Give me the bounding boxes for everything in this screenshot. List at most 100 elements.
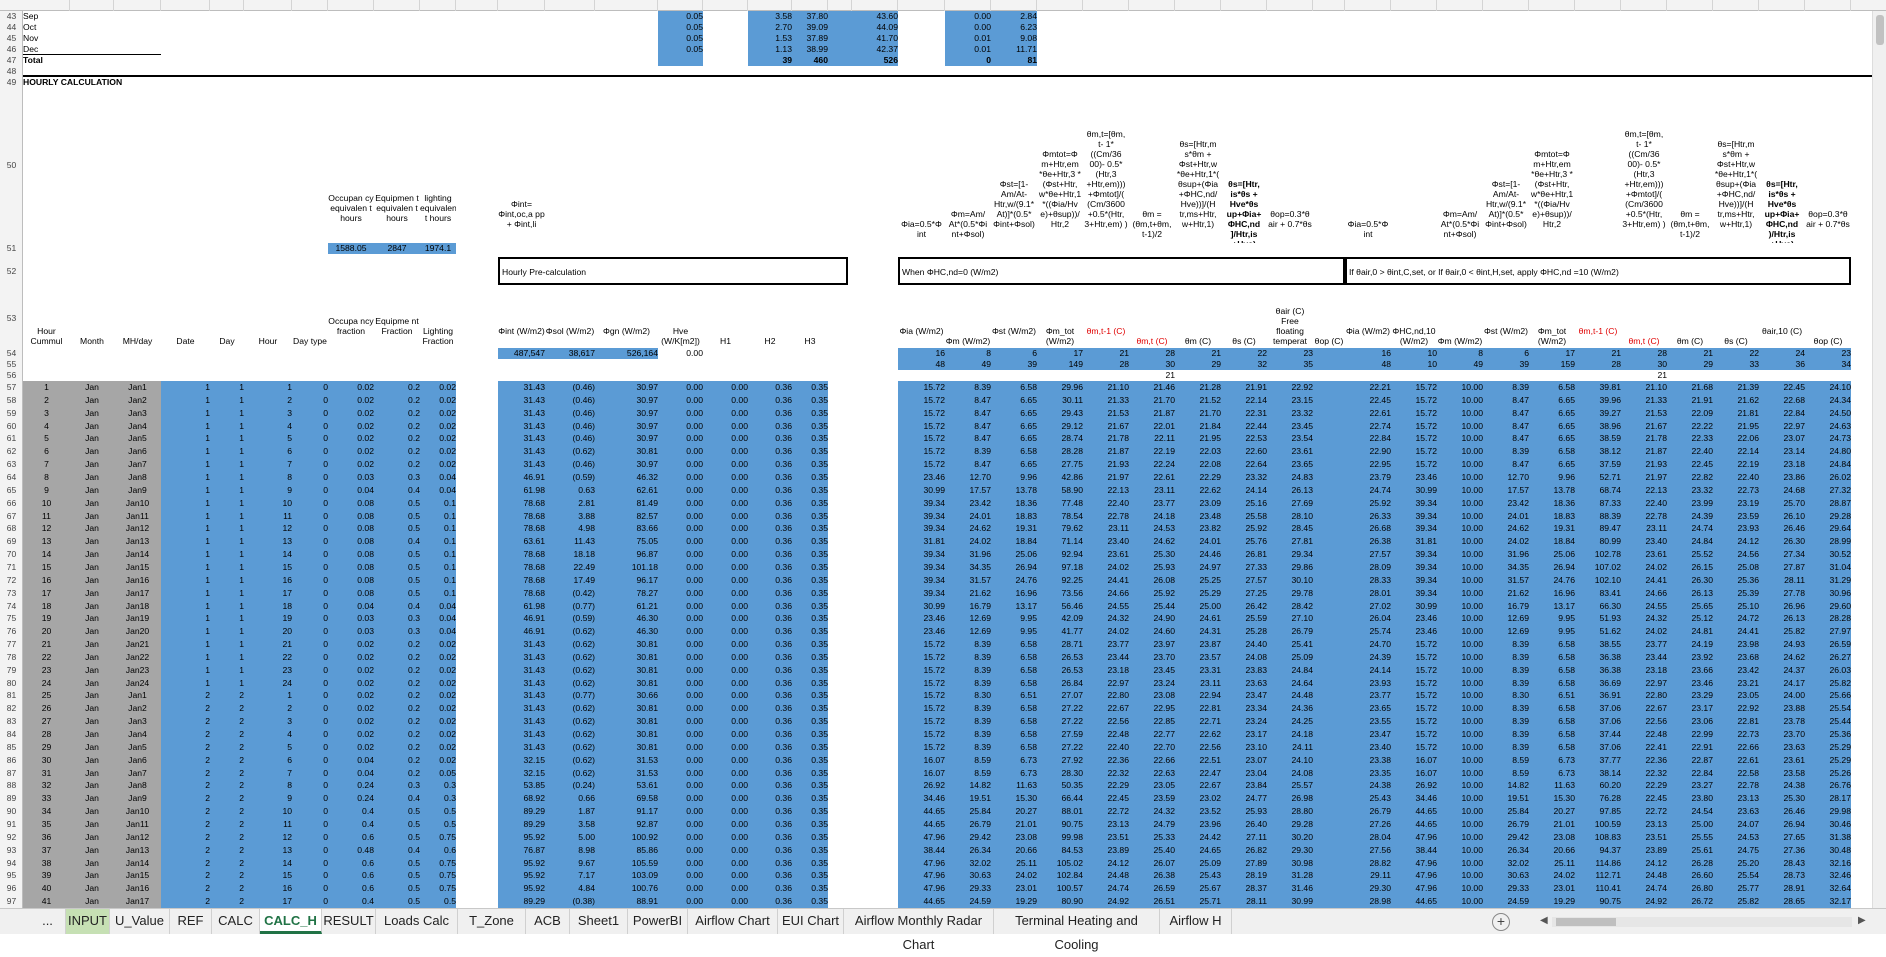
table-cell[interactable]: 15.72 — [1415, 420, 1437, 431]
table-cell[interactable]: 0.4 — [408, 600, 420, 611]
table-cell[interactable]: 85.86 — [636, 844, 658, 855]
table-cell[interactable]: 0.36 — [775, 420, 792, 431]
table-cell[interactable]: 24.74 — [1107, 883, 1129, 894]
table-cell[interactable]: 22.84 — [1783, 407, 1805, 418]
header-I[interactable]: Equipme nt Fraction — [375, 316, 419, 336]
table-cell[interactable]: 23.01 — [1015, 883, 1037, 894]
table-cell[interactable]: 4 — [287, 729, 292, 740]
table-cell[interactable]: 8.59 — [1512, 767, 1529, 778]
column-header-AB[interactable] — [1221, 0, 1267, 11]
table-cell[interactable]: 23.92 — [1691, 651, 1713, 662]
table-cell[interactable]: 26.30 — [1691, 574, 1713, 585]
table-cell[interactable]: 2 — [239, 870, 244, 881]
table-cell[interactable]: 0.00 — [686, 793, 703, 804]
table-cell[interactable]: 23.84 — [1245, 780, 1267, 791]
table-cell[interactable]: Jan12 — [125, 831, 150, 842]
table-cell[interactable]: 0.00 — [731, 819, 748, 830]
table-cell[interactable]: 22.45 — [1783, 382, 1805, 392]
table-cell[interactable]: 6 — [44, 446, 49, 457]
header-L[interactable]: Φint (W/m2) — [498, 326, 545, 336]
table-cell[interactable]: 22.22 — [1691, 420, 1713, 431]
table-cell[interactable]: 31.43 — [523, 433, 545, 444]
table-cell[interactable]: 78.68 — [523, 561, 545, 572]
table-cell[interactable]: 6.58 — [1020, 382, 1037, 392]
spreadsheet-grid[interactable]: 43 44 45 46 47 48 49 50 51 52 53 54 55 56 57 58 59 60 61 62… — [0, 0, 1886, 908]
table-cell[interactable]: 0.2 — [408, 703, 420, 714]
table-cell[interactable]: 26.92 — [923, 780, 945, 791]
row-header[interactable]: 57 — [6, 382, 17, 392]
table-cell[interactable]: 27.36 — [1783, 844, 1805, 855]
header-B[interactable]: Month — [80, 336, 104, 346]
table-cell[interactable]: 22.03 — [1199, 446, 1221, 457]
table-cell[interactable]: Jan — [85, 382, 99, 392]
table-cell[interactable]: 15.72 — [1415, 446, 1437, 457]
table-cell[interactable]: 100.76 — [631, 883, 658, 894]
table-cell[interactable]: 25.92 — [1369, 497, 1391, 508]
table-cell[interactable]: 29.60 — [1829, 600, 1851, 611]
table-cell[interactable]: 32.16 — [1829, 857, 1851, 868]
table-cell[interactable]: 8.39 — [974, 677, 991, 688]
table-cell[interactable]: 17.49 — [573, 574, 595, 585]
table-cell[interactable]: 99.98 — [1061, 831, 1083, 842]
table-cell[interactable]: 21.39 — [1737, 382, 1759, 392]
table-cell[interactable]: 30.81 — [636, 446, 658, 457]
table-cell[interactable]: 32.64 — [1829, 883, 1851, 894]
table-cell[interactable]: 26.79 — [1291, 626, 1313, 637]
table-cell[interactable]: 30.46 — [1829, 819, 1851, 830]
table-cell[interactable]: 4 — [287, 420, 292, 431]
table-cell[interactable]: 19.29 — [1015, 896, 1037, 907]
table-cell[interactable]: 44.65 — [1415, 896, 1437, 907]
table-cell[interactable]: 25.39 — [1737, 587, 1759, 598]
table-cell[interactable]: 21.68 — [1691, 382, 1713, 392]
row-headers[interactable]: 43 44 45 46 47 48 49 50 51 52 53 54 55 56 57 58 59 60 61 62… — [0, 11, 23, 908]
column-header-S[interactable] — [828, 0, 852, 11]
table-cell[interactable]: 22.40 — [1691, 446, 1713, 457]
table-cell[interactable]: Jan6 — [128, 446, 147, 457]
table-cell[interactable]: 71.14 — [1061, 536, 1083, 547]
table-cell[interactable]: 28.01 — [1369, 587, 1391, 598]
table-cell[interactable]: 44.65 — [923, 806, 945, 817]
stat-AI[interactable]: 159 — [1560, 359, 1575, 369]
table-cell[interactable]: 30.81 — [636, 741, 658, 752]
table-cell[interactable]: 76.28 — [1599, 793, 1621, 804]
table-cell[interactable]: 0.36 — [775, 510, 792, 521]
table-cell[interactable]: 18.36 — [1015, 497, 1037, 508]
table-cell[interactable]: 22.62 — [1199, 729, 1221, 740]
table-cell[interactable]: 39.34 — [1415, 549, 1437, 560]
table-cell[interactable]: 1 — [205, 510, 210, 521]
table-cell[interactable]: 22.62 — [1199, 484, 1221, 495]
table-cell[interactable]: 27.26 — [1369, 819, 1391, 830]
table-cell[interactable]: 24 — [282, 677, 292, 688]
table-cell[interactable]: 102.10 — [1594, 574, 1621, 585]
column-header-AI[interactable] — [1529, 0, 1575, 11]
table-cell[interactable]: 15.72 — [923, 703, 945, 714]
table-cell[interactable]: 23.08 — [1153, 690, 1175, 701]
table-cell[interactable]: Jan — [85, 690, 99, 701]
table-cell[interactable]: 29.96 — [1061, 382, 1083, 392]
formula-L[interactable]: Φint= Φint,oc,a pp + Φint,li — [498, 199, 545, 229]
table-cell[interactable]: 0.36 — [775, 767, 792, 778]
table-cell[interactable]: 0.1 — [444, 574, 456, 585]
table-cell[interactable]: 24.40 — [1245, 639, 1267, 650]
header-AK[interactable]: θm,t (C) — [1628, 336, 1660, 346]
table-cell[interactable]: 2 — [239, 703, 244, 714]
table-cell[interactable]: 0.02 — [357, 729, 374, 740]
row-header[interactable]: 81 — [6, 690, 17, 701]
table-cell[interactable]: 102.84 — [1056, 870, 1083, 881]
table-cell[interactable]: Jan4 — [128, 420, 147, 431]
table-cell[interactable]: 0.00 — [731, 600, 748, 611]
table-cell[interactable]: 15 — [282, 561, 292, 572]
row-header[interactable]: 51 — [6, 243, 17, 253]
cell-R[interactable]: 39.09 — [806, 22, 828, 32]
table-cell[interactable]: 0.00 — [731, 767, 748, 778]
table-cell[interactable]: 29.30 — [1369, 883, 1391, 894]
table-cell[interactable]: 6.58 — [1020, 716, 1037, 727]
table-cell[interactable]: 0.5 — [408, 857, 420, 868]
table-cell[interactable]: 4.84 — [578, 883, 595, 894]
table-cell[interactable]: 6.65 — [1558, 394, 1575, 405]
table-cell[interactable]: 5.00 — [578, 831, 595, 842]
table-cell[interactable]: 95.92 — [523, 857, 545, 868]
table-cell[interactable]: Jan17 — [125, 587, 150, 598]
table-cell[interactable]: 22.72 — [1645, 806, 1667, 817]
table-cell[interactable]: 26.94 — [1553, 561, 1575, 572]
